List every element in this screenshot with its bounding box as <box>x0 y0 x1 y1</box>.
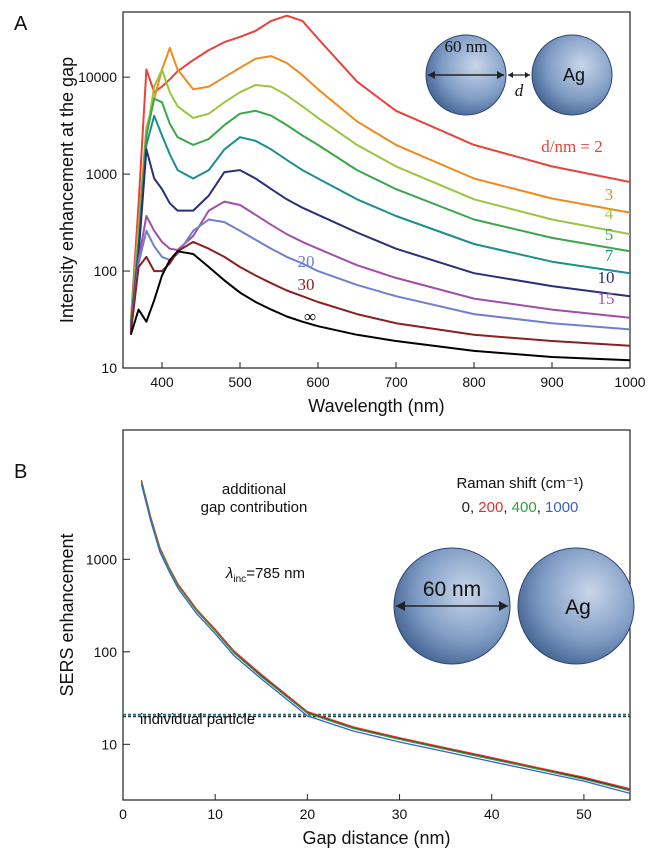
x-tick-label: 500 <box>228 374 252 390</box>
annotation: additional <box>222 481 286 498</box>
plot-area <box>123 479 630 795</box>
panel: 0 10 20 30 40 50 10 100 1000 Gap distance (nm) SER… <box>57 429 631 848</box>
series-label: 4 <box>605 204 614 223</box>
series-line <box>129 114 630 327</box>
legend-separator: , <box>537 499 541 516</box>
x-tick-label: 800 <box>462 374 486 390</box>
series-line <box>129 250 630 362</box>
material-label: Ag <box>565 596 591 619</box>
x-tick-label: 1000 <box>614 374 645 390</box>
y-tick-label: 10 <box>101 736 117 752</box>
y-tick-label: 100 <box>94 644 118 660</box>
legend-title: Raman shift (cm⁻¹) <box>456 475 583 492</box>
y-tick-label: 10 <box>101 360 117 376</box>
y-tick-label: 1000 <box>86 551 117 567</box>
series-line <box>129 148 630 328</box>
legend-separator: , <box>503 499 507 516</box>
series-line <box>129 218 630 332</box>
legend-entries: 0, 200, 400, 1000 <box>462 499 579 516</box>
series-line <box>129 68 630 322</box>
y-tick-label: 1000 <box>86 166 117 182</box>
y-axis-title: SERS enhancement <box>57 533 77 696</box>
annotation: gap contribution <box>201 499 308 516</box>
series-label: 3 <box>605 185 614 204</box>
inset-spheres: 60 nm Ag <box>393 547 635 665</box>
series-label: 5 <box>605 225 614 244</box>
sphere <box>531 34 613 116</box>
annotation: individual particle <box>140 711 255 728</box>
legend: 0, 200, 400, 1000 <box>462 499 579 516</box>
series-label: 15 <box>598 289 615 308</box>
legend-separator: , <box>470 499 474 516</box>
x-axis-title: Gap distance (nm) <box>302 828 450 848</box>
annotation-subscript: inc <box>233 574 246 585</box>
x-tick-label: 20 <box>300 806 316 822</box>
series-line <box>129 200 630 330</box>
series-label: 10 <box>598 268 615 287</box>
diameter-label: 60 nm <box>423 578 481 601</box>
x-tick-label: 700 <box>384 374 408 390</box>
x-tick-label: 0 <box>119 806 127 822</box>
x-tick-label: 50 <box>576 806 592 822</box>
legend-entry: 400 <box>512 499 537 516</box>
x-axis-title: Wavelength (nm) <box>308 396 444 416</box>
legend-entry: 200 <box>478 499 503 516</box>
series-label: 7 <box>605 246 614 265</box>
y-axis-title: Intensity enhancement at the gap <box>57 57 77 323</box>
legend-entry: 0 <box>462 499 470 516</box>
series-label: 30 <box>298 275 315 294</box>
panel-label: B <box>14 461 27 483</box>
x-tick-label: 900 <box>540 374 564 390</box>
series-line <box>129 97 630 325</box>
annotation-text: =785 nm <box>246 565 305 582</box>
plot-area <box>129 14 630 362</box>
diameter-label: 60 nm <box>445 37 488 56</box>
series-label: ∞ <box>304 307 316 326</box>
x-tick-label: 40 <box>484 806 500 822</box>
x-tick-label: 10 <box>207 806 223 822</box>
gap-label: d <box>515 81 524 100</box>
legend-entry: 1000 <box>545 499 578 516</box>
x-tick-label: 400 <box>150 374 174 390</box>
inset-spheres: 60 nm d Ag <box>425 34 613 116</box>
annotation-symbol: λ <box>225 565 233 582</box>
x-tick-label: 600 <box>306 374 330 390</box>
series-line <box>140 479 630 790</box>
y-tick-label: 10000 <box>78 69 117 85</box>
series-label: 20 <box>298 252 315 271</box>
y-tick-label: 100 <box>94 263 118 279</box>
arrow-head <box>508 72 530 78</box>
panel-label: A <box>14 13 28 35</box>
sphere <box>517 547 635 665</box>
plots: 400 500 600 700 800 900 100010100100010000Wave… <box>57 11 646 848</box>
panel: 400 500 600 700 800 900 1000 10 100 1000 10000 Wave… <box>57 11 646 416</box>
plot-frame <box>122 11 631 369</box>
series-line <box>129 47 630 322</box>
material-label: Ag <box>563 65 585 85</box>
series-line <box>129 240 630 347</box>
annotation: λinc=785 nm <box>225 565 305 585</box>
series-label: d/nm = 2 <box>541 137 603 156</box>
series-line <box>140 481 630 792</box>
series-line <box>140 483 630 795</box>
x-tick-label: 30 <box>392 806 408 822</box>
